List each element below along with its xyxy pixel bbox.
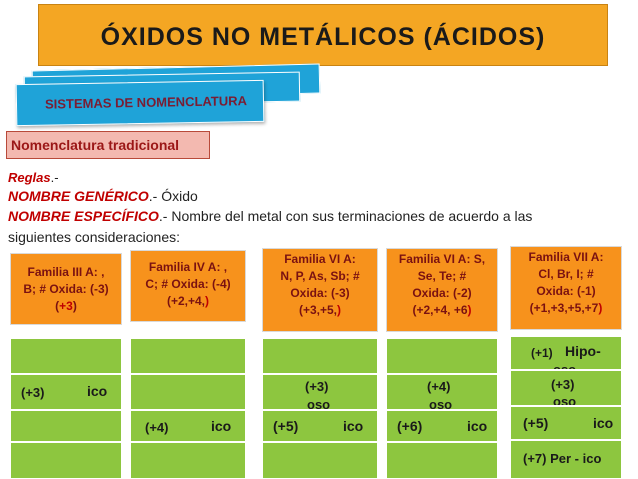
- cell-c4-r4: [386, 442, 498, 479]
- c3-oso-ox: (+3): [305, 379, 329, 394]
- c5-oso-ox: (+3): [551, 377, 575, 392]
- c1-suffix: ico: [87, 383, 108, 399]
- cell-c2-r1: [130, 338, 246, 374]
- family-vii-line2: Cl, Br, I; #: [538, 267, 594, 281]
- cell-c1-r1: [10, 338, 122, 374]
- family-vii-line4: (+1,+3,+5,+7): [529, 301, 603, 315]
- family-header-v-a: Familia VI A: N, P, As, Sb; # Oxida: (-3…: [262, 248, 378, 332]
- cell-c2-r4: [130, 442, 246, 479]
- family-header-iii-a: Familia III A: , B; # Oxida: (-3) (+3): [10, 253, 122, 325]
- family-vii-line1: Familia VII A:: [528, 250, 604, 264]
- family-iv-line2: C; # Oxida: (-4): [145, 277, 231, 291]
- systems-label: SISTEMAS DE NOMENCLATURA: [44, 93, 248, 112]
- family-vi-line2: Se, Te; #: [417, 269, 467, 283]
- traditional-label: Nomenclatura tradicional: [11, 137, 180, 153]
- c4-oso: oso: [429, 397, 453, 410]
- title-banner: ÓXIDOS NO METÁLICOS (ÁCIDOS): [38, 4, 608, 66]
- c5-hipo-oso: oso: [553, 362, 577, 370]
- cell-c3-r2: (+3) oso: [262, 374, 378, 410]
- c5-hipo-ox: (+1): [531, 346, 553, 360]
- family-vii-line3: Oxida: (-1): [536, 284, 596, 298]
- c4-oso-ox: (+4): [427, 379, 451, 394]
- cell-c2-r3: (+4) ico: [130, 410, 246, 442]
- cell-c5-r3: (+5) ico: [510, 406, 622, 440]
- family-vi-line4: (+2,+4, +6): [412, 303, 472, 317]
- c3-ico-ox: (+5): [273, 418, 299, 434]
- c5-oso: oso: [553, 394, 577, 406]
- c4-ico: ico: [467, 418, 488, 434]
- c2-ox: (+4): [145, 420, 169, 435]
- family-header-vii-a: Familia VII A: Cl, Br, I; # Oxida: (-1) …: [510, 246, 622, 330]
- generic-text: .- Óxido: [148, 188, 198, 204]
- c5-per: (+7) Per - ico: [523, 451, 602, 466]
- family-vi-line3: Oxida: (-2): [412, 286, 472, 300]
- cell-c3-r4: [262, 442, 378, 479]
- c5-ico: ico: [593, 415, 614, 431]
- c1-ox: (+3): [21, 385, 45, 400]
- family-header-iv-a: Familia IV A: , C; # Oxida: (-4) (+2,+4,…: [130, 250, 246, 322]
- c2-suffix: ico: [211, 418, 232, 434]
- cell-c1-r2: (+3) ico: [10, 374, 122, 410]
- rule-specific-name: NOMBRE ESPECÍFICO.- Nombre del metal con…: [8, 208, 532, 224]
- family-iv-line1: Familia IV A: ,: [148, 260, 228, 274]
- rule-generic-name: NOMBRE GENÉRICO.- Óxido: [8, 188, 198, 204]
- cell-c4-r3: (+6) ico: [386, 410, 498, 442]
- rules-heading: Reglas.-: [8, 170, 59, 185]
- cell-c1-r3: [10, 410, 122, 442]
- systems-tab: SISTEMAS DE NOMENCLATURA: [15, 79, 265, 127]
- family-iii-line3: (+3): [55, 299, 77, 313]
- generic-term: NOMBRE GENÉRICO: [8, 188, 149, 204]
- c5-hipo: Hipo-: [565, 343, 601, 359]
- cell-c2-r2: [130, 374, 246, 410]
- cell-c4-r2: (+4) oso: [386, 374, 498, 410]
- family-v-line4: (+3,+5,): [298, 303, 342, 317]
- rules-label-suffix: .-: [50, 170, 59, 185]
- cell-c1-r4: [10, 442, 122, 479]
- c5-ico-ox: (+5): [523, 415, 549, 431]
- cell-c3-r1: [262, 338, 378, 374]
- cell-c5-r4: (+7) Per - ico: [510, 440, 622, 479]
- rules-label: Reglas: [8, 170, 51, 185]
- family-iii-line1: Familia III A: ,: [27, 265, 105, 279]
- rule-specific-continuation: siguientes consideraciones:: [8, 229, 180, 245]
- specific-term: NOMBRE ESPECÍFICO: [8, 208, 159, 224]
- c4-ico-ox: (+6): [397, 418, 423, 434]
- cell-c5-r2: (+3) oso: [510, 370, 622, 406]
- c3-oso: oso: [307, 397, 331, 410]
- family-iii-line2: B; # Oxida: (-3): [23, 282, 109, 296]
- c3-ico: ico: [343, 418, 364, 434]
- family-vi-line1: Familia VI A: S,: [398, 252, 486, 266]
- family-iv-line3: (+2,+4,): [166, 294, 210, 308]
- traditional-nomenclature-box: Nomenclatura tradicional: [6, 131, 210, 159]
- cell-c4-r1: [386, 338, 498, 374]
- family-header-vi-a: Familia VI A: S, Se, Te; # Oxida: (-2) (…: [386, 248, 498, 332]
- cell-c5-r1: (+1) Hipo- oso: [510, 336, 622, 370]
- page-title: ÓXIDOS NO METÁLICOS (ÁCIDOS): [100, 23, 546, 51]
- family-v-line3: Oxida: (-3): [290, 286, 350, 300]
- specific-text: .- Nombre del metal con sus terminacione…: [158, 208, 533, 224]
- cell-c3-r3: (+5) ico: [262, 410, 378, 442]
- family-v-line2: N, P, As, Sb; #: [280, 269, 360, 283]
- family-v-line1: Familia VI A:: [284, 252, 356, 266]
